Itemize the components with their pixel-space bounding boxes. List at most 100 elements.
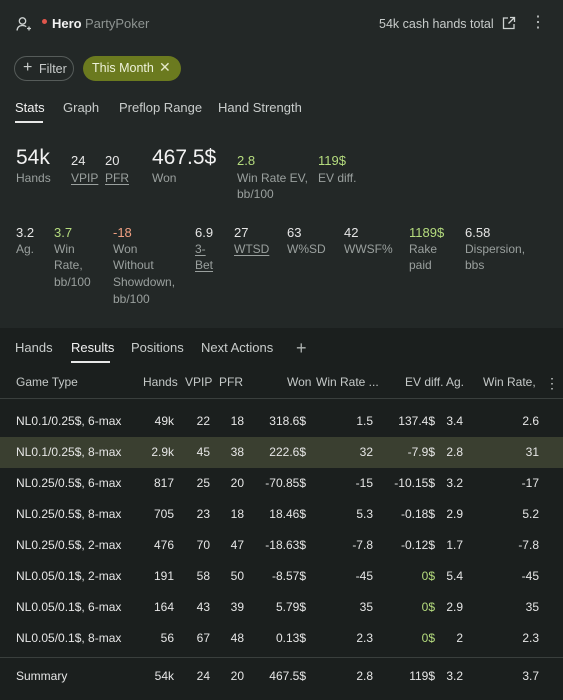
tab-next-actions[interactable]: Next Actions: [201, 340, 274, 355]
ag-cell: 3.4: [446, 414, 463, 428]
hands-total-label: 54k cash hands total: [379, 17, 494, 31]
tab-stats[interactable]: Stats: [15, 100, 45, 115]
hands-cell: 817: [153, 476, 174, 490]
vpip-cell: 67: [196, 631, 210, 645]
hands-cell: 476: [153, 538, 174, 552]
column-options-icon[interactable]: ⋮: [545, 375, 559, 391]
col-game-type[interactable]: Game Type: [16, 375, 78, 389]
win-rate-cell: 31: [525, 445, 539, 459]
won-label: Won: [152, 171, 177, 185]
win-rate-value: 3.7: [54, 225, 73, 240]
hands-cell: 705: [153, 507, 174, 521]
vpip-cell: 43: [196, 600, 210, 614]
threebet-label-2[interactable]: Bet: [195, 258, 214, 272]
win-rate-label-2: Rate,: [54, 258, 83, 272]
pfr-cell: 50: [230, 569, 244, 583]
tab-hand-strength[interactable]: Hand Strength: [218, 100, 302, 115]
summary-hands: 54k: [154, 669, 174, 683]
ag-cell: 1.7: [446, 538, 463, 552]
vpip-cell: 45: [196, 445, 210, 459]
win-rate-cell: 2.6: [522, 414, 539, 428]
threebet-label-1[interactable]: 3-: [195, 242, 206, 256]
table-row[interactable]: NL0.05/0.1$, 2-max 191 58 50 -8.57$ -45 0$ 5.4 -…: [0, 561, 563, 592]
won-cell: 0.13$: [275, 631, 306, 645]
summary-divider: [0, 657, 563, 658]
vpip-value: 24: [71, 153, 86, 168]
hands-cell: 49k: [154, 414, 174, 428]
col-win-rate-ev[interactable]: Win Rate ...: [316, 375, 379, 389]
player-name[interactable]: Hero: [52, 16, 82, 31]
tab-preflop-range[interactable]: Preflop Range: [119, 100, 203, 115]
vpip-cell: 58: [196, 569, 210, 583]
table-row[interactable]: NL0.1/0.25$, 6-max 49k 22 18 318.6$ 1.5 137.4$…: [0, 406, 563, 437]
close-icon[interactable]: ✕: [159, 59, 171, 75]
vpip-cell: 22: [196, 414, 210, 428]
win-rate-ev-label-1: Win Rate EV,: [237, 171, 308, 185]
wwsf-value: 42: [344, 225, 359, 240]
table-row[interactable]: NL0.1/0.25$, 8-max 2.9k 45 38 222.6$ 32 -7.9$ 2…: [0, 437, 563, 468]
wsd-label: W%SD: [287, 242, 326, 256]
hands-cell: 164: [153, 600, 174, 614]
plus-icon: +: [23, 59, 33, 76]
active-filter-label: This Month: [92, 61, 154, 75]
dispersion-label-1: Dispersion,: [465, 242, 526, 256]
won-wo-sd-label-1: Won: [113, 242, 138, 256]
ev-diff-cell: 0$: [421, 631, 435, 645]
pfr-cell: 47: [230, 538, 244, 552]
table-row[interactable]: NL0.05/0.1$, 8-max 56 67 48 0.13$ 2.3 0$ 2 2.3: [0, 623, 563, 654]
table-row[interactable]: NL0.25/0.5$, 8-max 705 23 18 18.46$ 5.3 -0.18$…: [0, 499, 563, 530]
pfr-label[interactable]: PFR: [105, 171, 129, 185]
ag-cell: 3.2: [446, 476, 463, 490]
ev-diff-cell: 137.4$: [398, 414, 435, 428]
hands-cell: 191: [153, 569, 174, 583]
pfr-cell: 20: [230, 476, 244, 490]
wtsd-value: 27: [234, 225, 249, 240]
summary-label: Summary: [16, 669, 68, 683]
hands-cell: 56: [160, 631, 174, 645]
table-row[interactable]: NL0.25/0.5$, 2-max 476 70 47 -18.63$ -7.8 -0.1…: [0, 530, 563, 561]
table-row[interactable]: NL0.05/0.1$, 6-max 164 43 39 5.79$ 35 0$ 2.9 35: [0, 592, 563, 623]
ag-cell: 2.9: [446, 600, 463, 614]
col-vpip[interactable]: VPIP: [185, 375, 213, 389]
export-icon[interactable]: [502, 16, 516, 30]
col-hands[interactable]: Hands: [143, 375, 178, 389]
won-cell: 222.6$: [269, 445, 306, 459]
col-won[interactable]: Won: [287, 375, 312, 389]
won-wo-sd-label-3: Showdown,: [113, 275, 176, 289]
won-wo-sd-label-2: Without: [113, 258, 154, 272]
ag-cell: 2.9: [446, 507, 463, 521]
win-rate-ev-cell: 35: [359, 600, 373, 614]
user-settings-icon[interactable]: [16, 16, 32, 32]
tab-positions[interactable]: Positions: [131, 340, 184, 355]
ev-diff-cell: 0$: [421, 600, 435, 614]
won-wo-sd-label-4: bb/100: [113, 292, 150, 306]
game-type-cell: NL0.25/0.5$, 2-max: [16, 538, 122, 552]
filter-button[interactable]: + Filter: [14, 56, 74, 81]
win-rate-cell: 35: [525, 600, 539, 614]
col-ev-diff[interactable]: EV diff.: [405, 375, 444, 389]
wtsd-label[interactable]: WTSD: [234, 242, 270, 256]
win-rate-ev-cell: 32: [359, 445, 373, 459]
summary-vpip: 24: [196, 669, 210, 683]
active-tab-indicator: [15, 121, 43, 123]
tab-results[interactable]: Results: [71, 340, 115, 355]
ev-diff-cell: -10.15$: [394, 476, 435, 490]
tab-graph[interactable]: Graph: [63, 100, 100, 115]
active-filter-chip[interactable]: This Month ✕: [83, 56, 181, 81]
win-rate-cell: 5.2: [522, 507, 539, 521]
col-ag[interactable]: Ag.: [446, 375, 465, 389]
game-type-cell: NL0.25/0.5$, 6-max: [16, 476, 122, 490]
col-pfr[interactable]: PFR: [219, 375, 243, 389]
won-value: 467.5$: [152, 146, 217, 169]
vpip-label[interactable]: VPIP: [71, 171, 99, 185]
win-rate-ev-cell: 5.3: [356, 507, 373, 521]
table-row[interactable]: NL0.25/0.5$, 6-max 817 25 20 -70.85$ -15 -10.1…: [0, 468, 563, 499]
add-tab-icon[interactable]: +: [296, 338, 307, 358]
win-rate-ev-cell: -45: [355, 569, 373, 583]
more-options-icon[interactable]: ⋮: [530, 14, 546, 31]
vpip-cell: 70: [196, 538, 210, 552]
tab-hands[interactable]: Hands: [15, 340, 53, 355]
col-win-rate[interactable]: Win Rate,: [483, 375, 536, 389]
pfr-cell: 48: [230, 631, 244, 645]
win-rate-cell: 2.3: [522, 631, 539, 645]
